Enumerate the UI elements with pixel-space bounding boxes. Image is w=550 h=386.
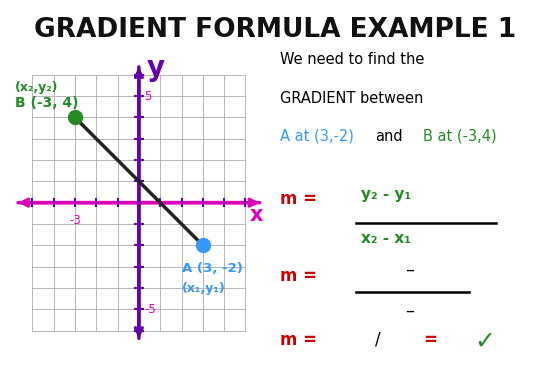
Text: m =: m = [280, 331, 317, 349]
Text: B at (-3,4): B at (-3,4) [424, 129, 497, 144]
Text: We need to find the: We need to find the [280, 52, 425, 67]
Text: y: y [146, 54, 164, 82]
Text: and: and [375, 129, 403, 144]
Text: x₂ - x₁: x₂ - x₁ [361, 232, 411, 247]
Text: =: = [424, 331, 437, 349]
Text: –: – [405, 260, 414, 278]
Text: -3: -3 [69, 214, 81, 227]
Text: ✓: ✓ [475, 329, 496, 353]
Text: B (-3, 4): B (-3, 4) [15, 96, 79, 110]
Text: /: / [375, 331, 381, 349]
Text: -5: -5 [144, 303, 156, 316]
Text: A (3, -2): A (3, -2) [182, 262, 243, 275]
Text: y₂ - y₁: y₂ - y₁ [361, 187, 411, 201]
Text: (x₂,y₂): (x₂,y₂) [15, 81, 59, 94]
Text: A at (3,-2): A at (3,-2) [280, 129, 354, 144]
Text: x: x [249, 205, 263, 225]
Text: (x₁,y₁): (x₁,y₁) [182, 281, 225, 295]
Text: 5: 5 [144, 90, 152, 103]
Text: GRADIENT FORMULA EXAMPLE 1: GRADIENT FORMULA EXAMPLE 1 [34, 17, 516, 43]
Text: –: – [405, 302, 414, 320]
Text: GRADIENT between: GRADIENT between [280, 91, 424, 105]
Text: m =: m = [280, 267, 317, 285]
Text: m =: m = [280, 190, 317, 208]
